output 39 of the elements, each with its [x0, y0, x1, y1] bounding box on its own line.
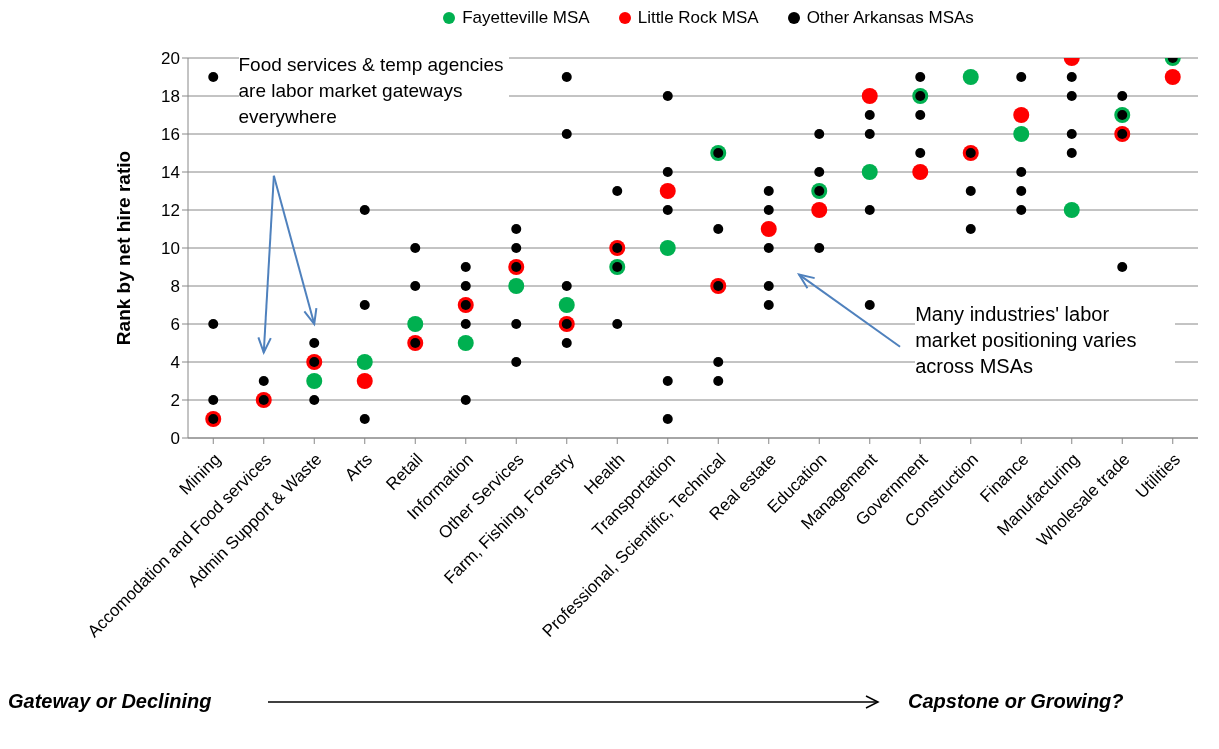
- y-tick-label: 16: [161, 125, 180, 145]
- legend-label: Other Arkansas MSAs: [805, 8, 974, 28]
- point: [1063, 202, 1080, 218]
- point: [659, 240, 676, 256]
- point: [407, 316, 424, 332]
- x-tick-label: Arts: [341, 449, 376, 485]
- y-tick-label: 10: [161, 239, 180, 259]
- point: [912, 164, 929, 180]
- point: [356, 354, 373, 370]
- point: [1013, 107, 1030, 123]
- point: [861, 88, 878, 104]
- annotation: Many industries' labor market positioning varies across MSAs: [915, 301, 1176, 380]
- y-tick-label: 4: [170, 353, 180, 373]
- text: Capstone or Growing?: [908, 690, 1124, 713]
- y-tick-label: 14: [161, 163, 180, 183]
- y-tick-label: 8: [170, 277, 180, 297]
- y-tick-label: 2: [170, 391, 180, 411]
- y-tick-label: 12: [161, 201, 180, 221]
- annotation: Food services & temp agencies are labor market gateways everywhere: [238, 52, 509, 131]
- point: [1164, 69, 1181, 85]
- y-tick-label: 6: [170, 315, 180, 335]
- point: [356, 373, 373, 389]
- y-tick-label: 20: [161, 49, 180, 69]
- point: [861, 164, 878, 180]
- text: Gateway or Declining: [8, 690, 213, 713]
- point: [457, 335, 474, 351]
- y-tick-label: 0: [170, 429, 180, 449]
- point: [1013, 126, 1030, 142]
- point: [760, 221, 777, 237]
- point: [962, 69, 979, 85]
- point: [811, 202, 828, 218]
- point: [306, 373, 323, 389]
- point: [508, 278, 525, 294]
- legend-label: Fayetteville MSA: [461, 8, 590, 28]
- point: [659, 183, 676, 199]
- point: [558, 297, 575, 313]
- y-tick-label: 18: [161, 87, 180, 107]
- y-axis-title: Rank by net hire ratio: [112, 150, 134, 346]
- legend-label: Little Rock MSA: [636, 8, 759, 28]
